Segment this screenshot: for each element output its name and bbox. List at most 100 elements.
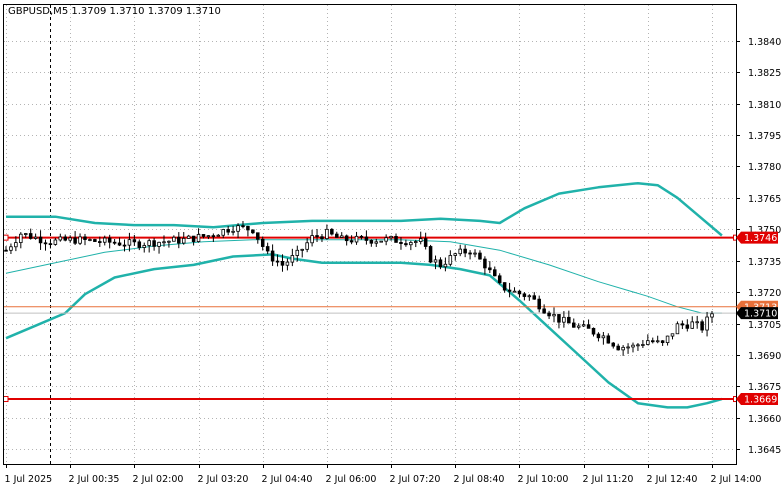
candle-body (256, 232, 260, 240)
y-tick-label: 1.3840 (748, 37, 781, 48)
candle-body (374, 241, 379, 244)
y-tick-label: 1.3810 (748, 100, 781, 111)
candle-body (236, 225, 240, 232)
candle-body (517, 290, 522, 295)
candle-body (493, 269, 497, 277)
candle-body (117, 242, 122, 246)
candle-body (626, 346, 630, 349)
level-handle-right[interactable] (733, 234, 739, 241)
candle-body (14, 242, 18, 248)
candle-body (127, 239, 132, 246)
candle-body (443, 263, 448, 268)
candle-body (152, 240, 156, 247)
candle-body (167, 240, 171, 243)
candle-body (19, 233, 23, 243)
candle-body (631, 344, 635, 348)
candle-body (369, 240, 374, 244)
x-tick-label: 2 Jul 00:35 (69, 474, 120, 485)
level-handle-left[interactable] (3, 396, 9, 403)
y-tick-label: 1.3795 (748, 131, 781, 142)
candle-body (191, 235, 196, 242)
y-tick-label: 1.3765 (748, 194, 781, 205)
y-tick-label: 1.3675 (748, 382, 781, 393)
x-tick-label: 2 Jul 04:40 (262, 474, 313, 485)
candle-body (364, 236, 369, 241)
candle-body (112, 241, 117, 244)
candle-body (349, 240, 354, 243)
candle-body (226, 229, 230, 233)
price-tag (736, 231, 778, 244)
candle-body (211, 235, 216, 238)
price-tag-label: 1.3746 (744, 233, 777, 244)
candle-body (339, 235, 344, 238)
candle-body (285, 261, 290, 266)
candle-body (379, 240, 383, 243)
candle-body (502, 282, 507, 291)
candle-body (478, 252, 482, 260)
candle-body (389, 235, 393, 239)
price-tag (736, 393, 778, 406)
candle-body (63, 236, 68, 241)
candle-body (448, 255, 453, 265)
x-tick-label: 2 Jul 12:40 (647, 474, 698, 485)
y-tick-label: 1.3735 (748, 257, 781, 268)
candle-body (690, 321, 695, 329)
candle-body (650, 340, 655, 343)
candle-body (641, 344, 645, 346)
x-tick-label: 2 Jul 06:00 (326, 474, 377, 485)
y-tick-label: 1.3705 (748, 320, 781, 331)
candle-body (542, 308, 546, 314)
candle-body (330, 228, 334, 235)
candle-body (438, 259, 443, 268)
candle-body (231, 230, 235, 233)
y-tick-label: 1.3780 (748, 162, 781, 173)
candle-body (359, 235, 364, 238)
candle-body (537, 298, 541, 310)
candle-body (710, 313, 714, 318)
level-handle-right[interactable] (733, 396, 739, 403)
candle-body (453, 253, 458, 256)
candle-body (695, 321, 699, 324)
candle-body (305, 242, 309, 250)
candle-body (497, 275, 502, 283)
candle-body (48, 243, 53, 246)
lower-band-line (5, 253, 723, 409)
y-tick-label: 1.3750 (748, 225, 781, 236)
x-tick-label: 2 Jul 10:00 (518, 474, 569, 485)
candle-body (606, 335, 611, 344)
candle-body (181, 237, 186, 244)
candle-body (414, 241, 418, 243)
candle-body (295, 249, 300, 256)
candle-body (221, 229, 225, 236)
candle-body (433, 259, 438, 263)
y-tick-label: 1.3660 (748, 414, 781, 425)
candle-body (394, 235, 398, 243)
candle-body (700, 321, 704, 331)
candle-body (463, 248, 467, 254)
x-tick-label: 2 Jul 08:40 (454, 474, 505, 485)
candle-body (557, 314, 561, 323)
candle-body (601, 335, 606, 339)
candle-body (251, 229, 255, 234)
candle-body (660, 340, 665, 344)
candle-body (157, 241, 161, 247)
candle-body (423, 238, 428, 247)
candle-body (137, 241, 142, 248)
candle-body (646, 340, 650, 345)
candle-body (83, 236, 87, 240)
candle-body (107, 237, 112, 243)
candle-body (196, 234, 201, 242)
candle-body (428, 246, 433, 263)
candle-body (552, 314, 556, 317)
upper-band-line (6, 181, 723, 237)
candle-body (102, 237, 107, 243)
candle-body (473, 252, 477, 255)
level-handle-left[interactable] (3, 234, 9, 241)
price-tag (736, 307, 778, 320)
candle-body (547, 312, 551, 317)
candle-body (4, 249, 8, 252)
candle-body (586, 324, 591, 329)
candle-body (246, 225, 250, 231)
price-tag-label: 1.3669 (744, 395, 777, 406)
